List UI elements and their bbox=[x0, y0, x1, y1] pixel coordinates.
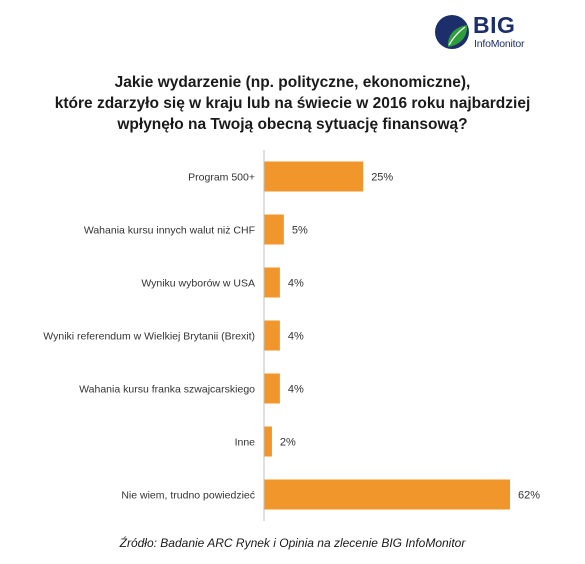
category-label: Wyniki referendum w Wielkiej Brytanii (B… bbox=[43, 331, 255, 343]
category-label: Wahania kursu franka szwajcarskiego bbox=[79, 384, 255, 396]
logo-mark-icon bbox=[435, 15, 469, 49]
source-note: Źródło: Badanie ARC Rynek i Opinia na zl… bbox=[119, 536, 466, 550]
bar bbox=[264, 426, 272, 457]
value-label: 25% bbox=[371, 172, 393, 184]
logo-big-text: BIG bbox=[473, 12, 516, 38]
big-infomonitor-logo: BIG InfoMonitor bbox=[434, 12, 544, 54]
category-label: Wyniku wyborów w USA bbox=[141, 278, 255, 290]
chart-title-line: wpłynęło na Twoją obecną sytuację finans… bbox=[117, 116, 468, 133]
logo-sub-text: InfoMonitor bbox=[474, 38, 525, 50]
value-label: 5% bbox=[292, 225, 308, 237]
category-label: Wahania kursu innych walut niż CHF bbox=[84, 225, 255, 237]
value-label: 2% bbox=[280, 437, 296, 449]
chart-title-line: które zdarzyło się w kraju lub na świeci… bbox=[54, 95, 531, 112]
category-label: Program 500+ bbox=[188, 172, 255, 184]
bar bbox=[264, 161, 364, 192]
category-label: Inne bbox=[235, 437, 256, 449]
bar bbox=[264, 479, 510, 510]
bar bbox=[264, 267, 280, 298]
bar bbox=[264, 373, 280, 404]
chart-title-line: Jakie wydarzenie (np. polityczne, ekonom… bbox=[114, 74, 471, 91]
bar-chart: Program 500+ 25% Wahania kursu innych walu… bbox=[43, 150, 540, 521]
chart-title: Jakie wydarzenie (np. polityczne, ekonom… bbox=[0, 72, 585, 135]
bar bbox=[264, 320, 280, 351]
value-label: 4% bbox=[288, 278, 304, 290]
category-label: Nie wiem, trudno powiedzieć bbox=[121, 490, 255, 502]
bar bbox=[264, 214, 284, 245]
value-label: 4% bbox=[288, 331, 304, 343]
value-label: 4% bbox=[288, 384, 304, 396]
value-label: 62% bbox=[518, 490, 540, 502]
